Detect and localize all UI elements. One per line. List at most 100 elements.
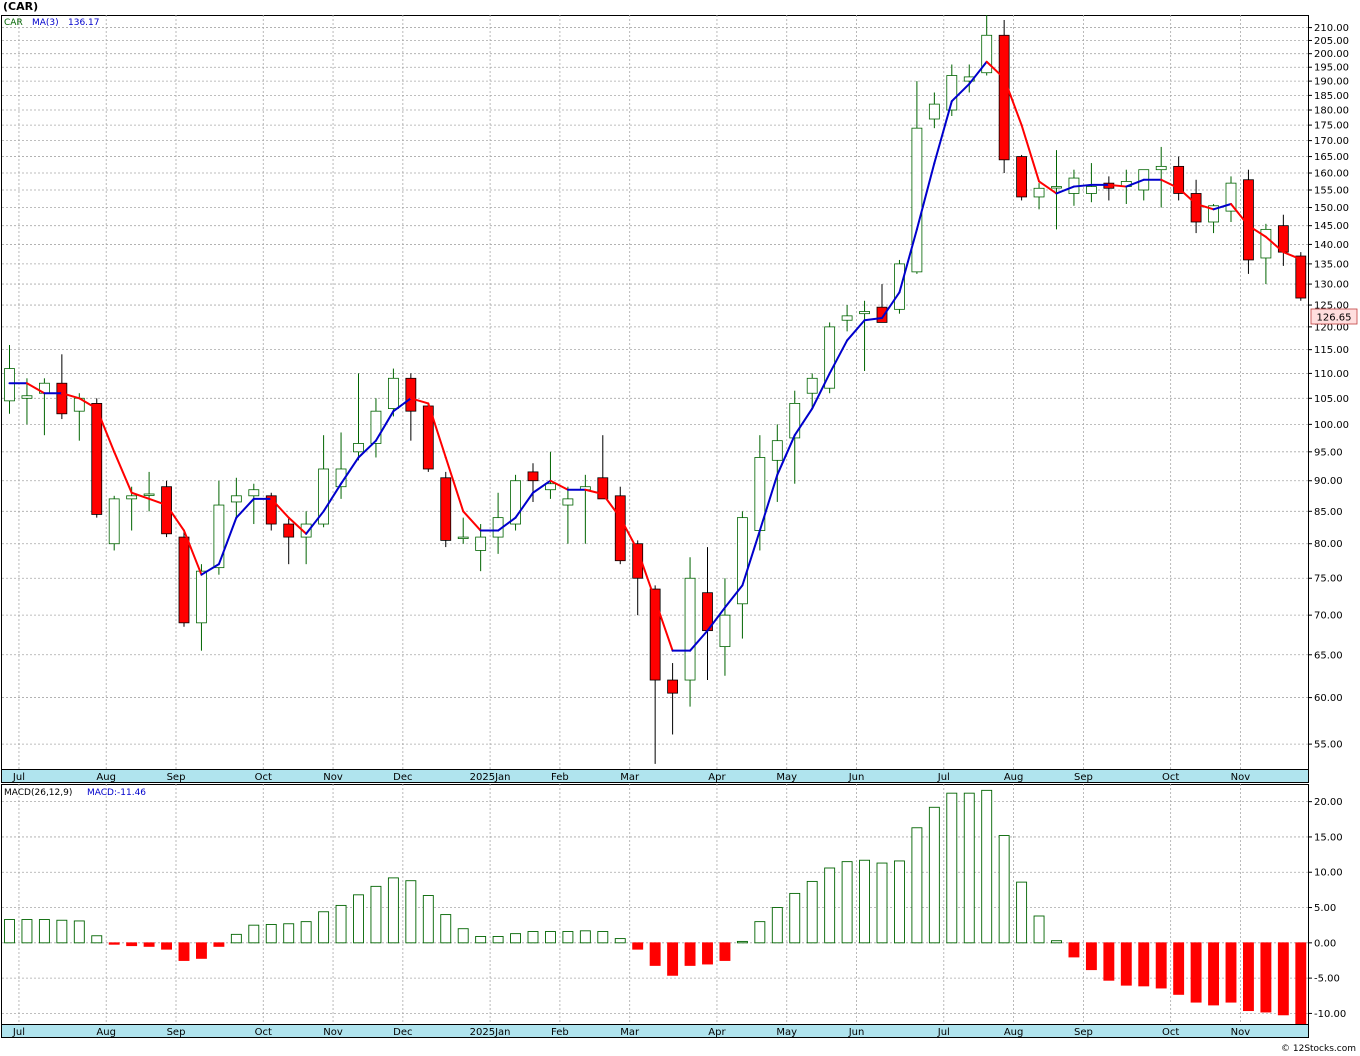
ma-segment	[427, 402, 447, 459]
candle	[230, 477, 242, 518]
macd-bar-negative	[108, 942, 120, 945]
candle-body-up	[684, 577, 696, 681]
price-y-tick-label: 185.00	[1314, 91, 1349, 102]
macd-bars	[4, 789, 1307, 1025]
price-y-tick-label: 200.00	[1314, 49, 1349, 60]
ma-segment	[1072, 183, 1093, 188]
candle	[981, 15, 993, 76]
month-label: Oct	[255, 1027, 272, 1038]
month-label: May	[776, 772, 797, 783]
candle	[475, 524, 487, 572]
macd-bar-positive	[73, 920, 85, 944]
ma-segment	[601, 492, 622, 519]
candle	[4, 345, 15, 414]
macd-bar-positive	[736, 940, 748, 944]
macd-bar-negative	[1103, 942, 1115, 981]
month-label: Apr	[708, 772, 726, 783]
price-y-axis: 55.00 60.00 65.00 70.00 75.00 80.00 85.00 90.00…	[1308, 23, 1349, 751]
macd-bar-positive	[928, 806, 940, 944]
ma-segment	[1264, 235, 1285, 254]
candle-body-up	[911, 127, 923, 273]
macd-bar-positive	[545, 931, 556, 944]
price-y-tick-label: 165.00	[1314, 152, 1349, 163]
macd-bar-positive	[614, 938, 626, 944]
candle	[1190, 179, 1202, 234]
month-label: Nov	[1231, 772, 1251, 783]
candle-body-up	[562, 498, 574, 506]
ma-segment	[741, 529, 761, 587]
month-label: Aug	[1004, 1027, 1024, 1038]
footer-credit: © 12Stocks.com	[1281, 1044, 1356, 1054]
macd-bar-positive	[859, 859, 870, 944]
macd-bar-positive	[579, 930, 591, 944]
month-label: Nov	[323, 1027, 343, 1038]
macd-y-tick-label: 0.00	[1314, 938, 1336, 949]
month-label: Sep	[1074, 1027, 1093, 1038]
ma-segment	[322, 482, 343, 513]
candle	[108, 495, 120, 551]
macd-bar-positive	[841, 861, 853, 944]
ma-segment	[270, 497, 290, 519]
macd-bar-positive	[1051, 940, 1062, 944]
candle-body-up	[545, 483, 556, 491]
price-y-tick-label: 95.00	[1314, 447, 1343, 458]
candle-body-up	[1208, 205, 1219, 223]
candle	[248, 483, 260, 525]
ma-segment	[933, 100, 953, 165]
price-y-tick-label: 70.00	[1314, 611, 1343, 622]
macd-bar-positive	[492, 936, 504, 944]
month-axis-bottom: Jul Aug Sep Oct Nov Dec 2025Jan Feb Mar Apr May Jun…	[12, 1027, 1250, 1038]
candle-body-up	[230, 495, 242, 503]
candle-body-up	[841, 315, 853, 321]
legend-ma-value: 136.17	[68, 18, 100, 28]
ma-segment	[915, 162, 936, 231]
ma-segment	[340, 456, 360, 485]
candle-body-up	[1086, 186, 1097, 194]
candle-body-down	[527, 471, 539, 482]
macd-bar-negative	[702, 942, 713, 965]
ma-segment	[950, 82, 971, 103]
candle	[161, 480, 172, 538]
ma-segment	[1247, 224, 1267, 238]
macd-bar-positive	[946, 792, 958, 944]
candle	[1086, 163, 1097, 203]
price-y-tick-label: 160.00	[1314, 169, 1349, 180]
candle-body-down	[1190, 193, 1202, 223]
ma-segment	[619, 516, 639, 552]
macd-bar-negative	[1155, 942, 1167, 989]
candle-body-down	[405, 377, 417, 412]
macd-bar-positive	[963, 792, 975, 944]
candle	[667, 663, 678, 735]
macd-bar-positive	[754, 921, 766, 944]
price-y-tick-label: 130.00	[1314, 280, 1349, 291]
ma-segment	[1055, 185, 1075, 195]
candle	[283, 517, 295, 565]
candle	[824, 322, 836, 394]
month-label: Jul	[937, 1027, 950, 1038]
candle-body-up	[457, 536, 469, 539]
macd-bar-positive	[789, 892, 801, 944]
macd-bar-positive	[894, 860, 905, 944]
ma-segment	[723, 584, 744, 609]
candle	[876, 284, 888, 323]
macd-bar-positive	[300, 921, 312, 944]
ma-segment	[1177, 187, 1198, 205]
candle	[771, 424, 783, 502]
macd-y-axis: -10.00 -5.00 0.00 5.00 10.00 15.00 20.00	[1308, 797, 1346, 1020]
price-y-tick-label: 190.00	[1314, 77, 1349, 88]
macd-bar-positive	[1016, 881, 1028, 944]
price-y-tick-label: 175.00	[1314, 121, 1349, 132]
month-label: Jul	[937, 772, 950, 783]
month-label: Sep	[167, 1027, 186, 1038]
ma-segment	[636, 549, 657, 602]
ma-segment	[130, 491, 151, 500]
price-y-tick-label: 135.00	[1314, 259, 1349, 270]
month-label: Jul	[12, 1027, 25, 1038]
candle-body-up	[894, 263, 905, 310]
macd-bar-positive	[527, 931, 539, 944]
candle	[719, 578, 731, 676]
macd-bar-positive	[510, 933, 521, 944]
candle-body-up	[1033, 187, 1045, 198]
candle-body-down	[667, 679, 678, 694]
